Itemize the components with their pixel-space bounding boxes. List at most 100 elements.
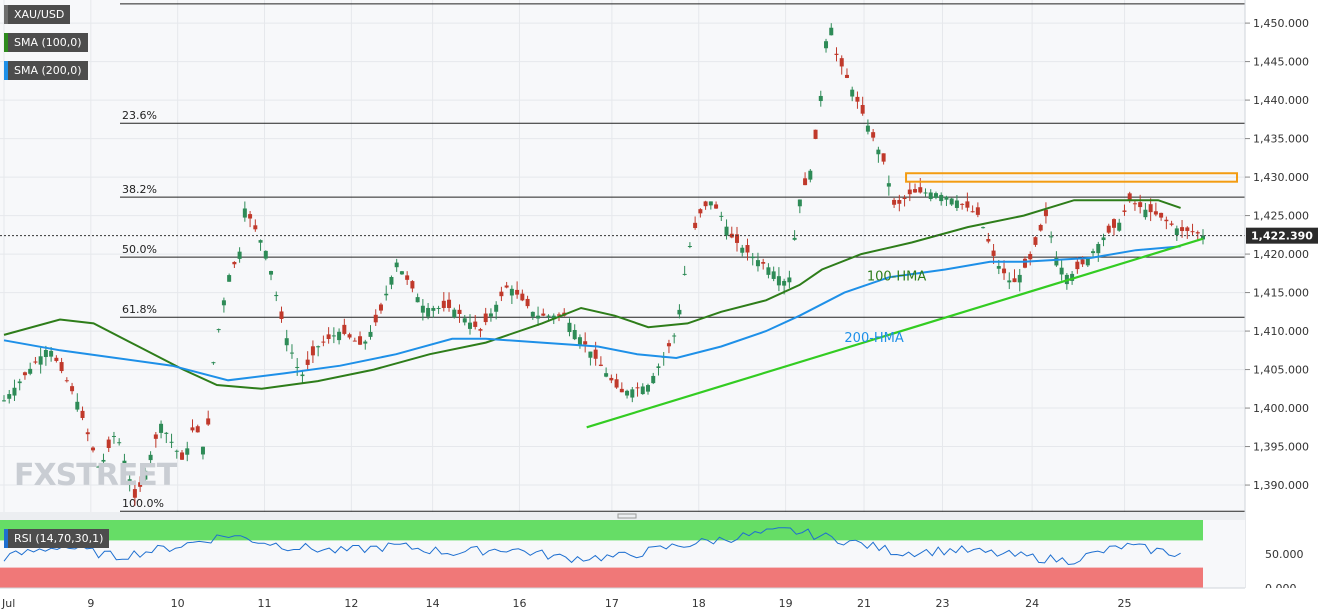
- candle: [195, 424, 200, 433]
- x-tick-label: 16: [512, 597, 526, 610]
- candle-body: [619, 388, 624, 393]
- pane-separator: [0, 512, 1245, 520]
- candle-body: [572, 329, 577, 340]
- candle-body: [583, 341, 588, 345]
- candle: [755, 252, 760, 272]
- candle-body: [975, 207, 980, 215]
- candle-body: [745, 245, 750, 253]
- candle-body: [525, 298, 530, 307]
- candle-body: [918, 187, 923, 193]
- candle: [797, 199, 802, 214]
- overlays: 100-HMA 200-HMA: [0, 172, 1245, 429]
- legend-item-rsi[interactable]: RSI (14,70,30,1): [4, 529, 110, 548]
- candle-body: [488, 313, 493, 317]
- candle-body: [787, 277, 792, 283]
- candle: [923, 188, 928, 197]
- candle: [541, 308, 546, 317]
- rsi-oversold-zone: [0, 567, 1203, 588]
- candle: [43, 345, 48, 366]
- candle-body: [588, 351, 593, 358]
- candle-body: [1075, 261, 1080, 270]
- candle: [12, 379, 17, 402]
- candle: [185, 441, 190, 462]
- candle-body: [242, 208, 247, 218]
- candle: [640, 383, 645, 395]
- candle: [897, 194, 902, 212]
- candle-body: [907, 189, 912, 195]
- candle: [1153, 202, 1158, 217]
- candle-body: [530, 311, 535, 317]
- candle: [839, 55, 844, 75]
- candle: [1002, 260, 1007, 280]
- legend-item-xauusd[interactable]: XAU/USD: [4, 5, 71, 24]
- candle: [352, 337, 357, 342]
- candle-body: [467, 322, 472, 329]
- candle-body: [310, 346, 315, 356]
- candle: [1201, 229, 1205, 245]
- hma100-label: 100-HMA: [867, 269, 926, 284]
- candle-body: [64, 380, 69, 382]
- candle-body: [138, 482, 143, 487]
- candle: [64, 377, 69, 383]
- legend-item-sma100[interactable]: SMA (100,0): [4, 33, 88, 52]
- candle-body: [1017, 274, 1022, 283]
- candle: [855, 91, 860, 109]
- candle-body: [101, 459, 106, 462]
- candle: [258, 239, 263, 251]
- candle: [248, 210, 253, 228]
- candle-body: [143, 470, 148, 480]
- candle-body: [316, 346, 321, 348]
- candle: [766, 263, 771, 279]
- candle: [708, 201, 713, 210]
- candle-body: [902, 197, 907, 199]
- candle: [572, 324, 577, 341]
- candle-body: [399, 271, 404, 275]
- candle: [886, 175, 891, 196]
- candle: [473, 315, 478, 330]
- candle-body: [714, 204, 719, 209]
- candle-body: [913, 189, 918, 193]
- candle: [321, 335, 326, 347]
- candle: [1159, 212, 1164, 221]
- y-tick-label: 1,445.000: [1253, 56, 1309, 69]
- candle: [106, 436, 111, 453]
- resistance-zone: [905, 172, 1238, 183]
- candle: [1101, 233, 1106, 247]
- candle-body: [441, 300, 446, 308]
- candle: [436, 305, 441, 314]
- candle: [206, 410, 211, 426]
- candle: [913, 183, 918, 193]
- candle-body: [269, 270, 274, 275]
- candle: [368, 325, 373, 340]
- candle: [792, 230, 797, 241]
- candle: [457, 304, 462, 323]
- candle: [1138, 194, 1143, 214]
- candle: [813, 129, 818, 140]
- candle-body: [808, 170, 813, 180]
- candle: [1180, 219, 1185, 238]
- candle-body: [546, 315, 551, 317]
- candle: [153, 432, 158, 448]
- candle-body: [1002, 268, 1007, 274]
- candle-body: [300, 374, 305, 377]
- candle-body: [1153, 211, 1158, 215]
- candle-body: [1164, 219, 1169, 222]
- candle-body: [394, 262, 399, 268]
- candle-body: [1122, 210, 1127, 212]
- candle-body: [735, 234, 740, 243]
- candle: [1049, 231, 1054, 244]
- candle-body: [541, 313, 546, 316]
- candle: [253, 219, 258, 232]
- candle-body: [536, 315, 541, 319]
- candle-body: [520, 293, 525, 301]
- candle: [242, 201, 247, 222]
- candle: [844, 68, 849, 79]
- legend-item-sma200[interactable]: SMA (200,0): [4, 61, 88, 80]
- candle: [159, 420, 164, 439]
- candle-body: [420, 305, 425, 313]
- candle: [672, 333, 677, 344]
- candle: [787, 270, 792, 289]
- legend-swatch: [4, 61, 8, 80]
- candle-body: [1132, 203, 1137, 205]
- candle: [54, 355, 59, 363]
